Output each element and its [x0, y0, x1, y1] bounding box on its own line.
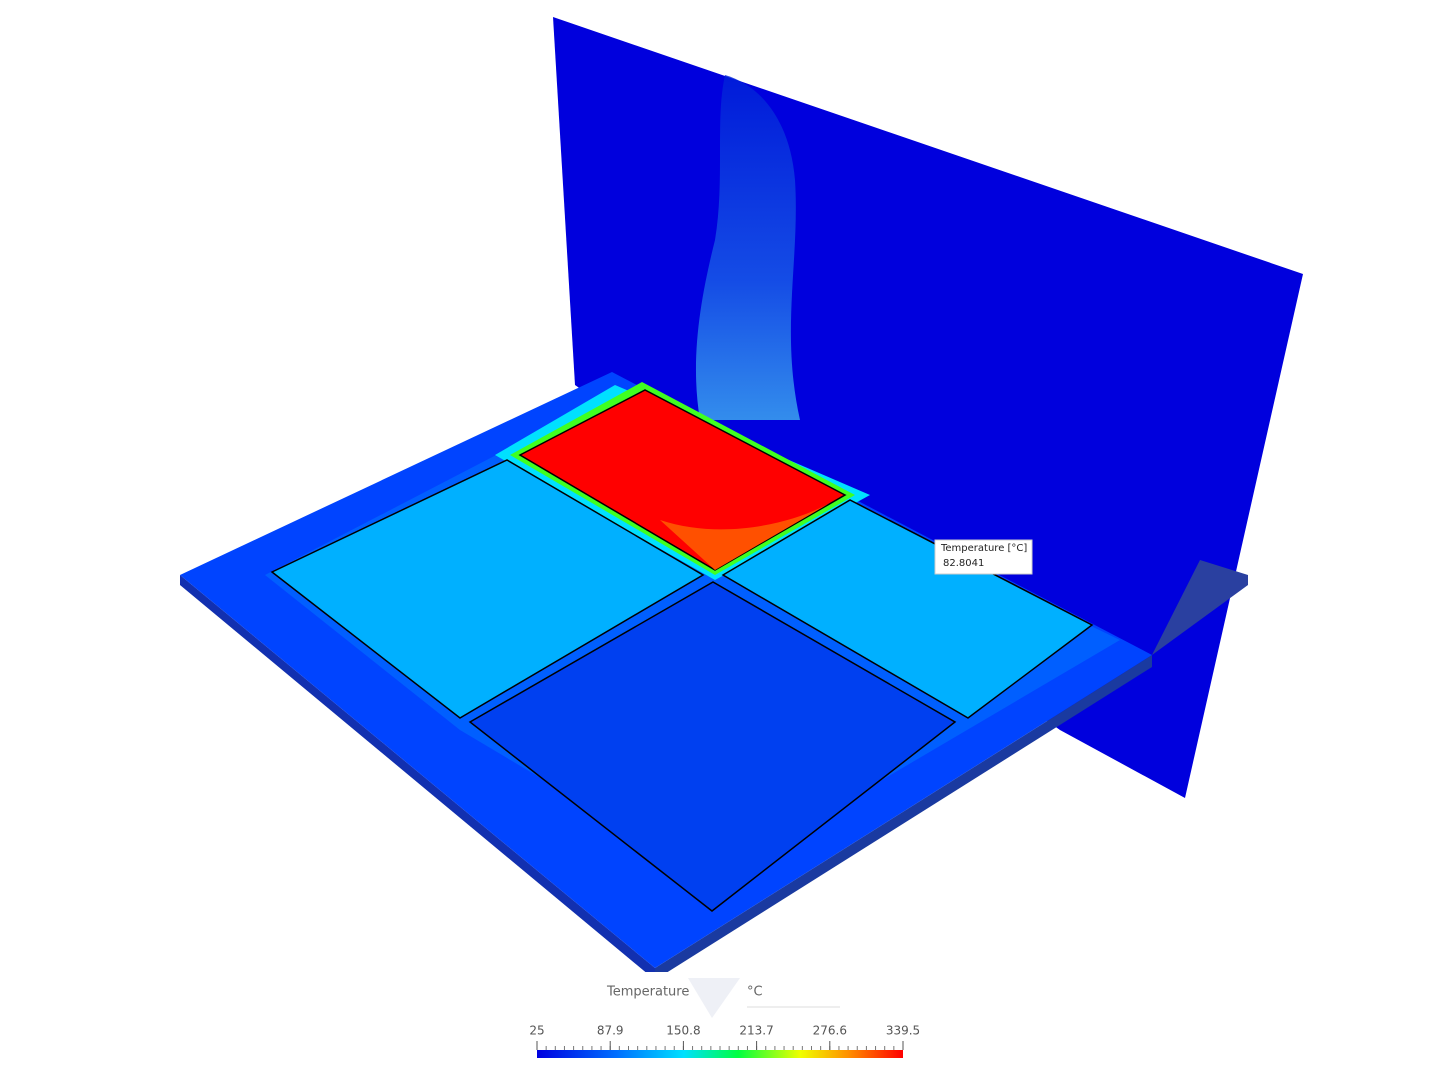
- tick-label: 213.7: [739, 1024, 773, 1038]
- square-right: [721, 499, 1094, 719]
- tick-label: 150.8: [666, 1024, 700, 1038]
- plate-side-left: [180, 575, 655, 980]
- square-bottom: [468, 581, 957, 912]
- colorbar: [537, 1050, 903, 1058]
- tick-label: 339.5: [886, 1024, 920, 1038]
- plume: [695, 75, 800, 420]
- color-legend: Temperature °C 25 87.9 150.8 213.7 276.6 339.…: [529, 972, 920, 1058]
- legend-title: Temperature: [606, 985, 689, 1000]
- tick-label: 87.9: [597, 1024, 624, 1038]
- hot-gradient: [660, 503, 830, 570]
- tick-label: 276.6: [813, 1024, 847, 1038]
- model[interactable]: [180, 17, 1303, 980]
- plate-ledge: [1152, 560, 1248, 655]
- tooltip-label: Temperature [°C]: [940, 543, 1027, 554]
- tick-label: 25: [529, 1024, 544, 1038]
- probe-tooltip[interactable]: Temperature [°C] 82.8041: [934, 539, 1033, 575]
- legend-unit: °C: [747, 985, 763, 1000]
- tooltip-value: 82.8041: [943, 558, 984, 569]
- square-left: [270, 459, 705, 719]
- tooltip-box: [934, 539, 1033, 575]
- legend-handle[interactable]: [688, 978, 740, 1018]
- plate-side-right: [655, 655, 1152, 980]
- square-hot: [518, 389, 847, 571]
